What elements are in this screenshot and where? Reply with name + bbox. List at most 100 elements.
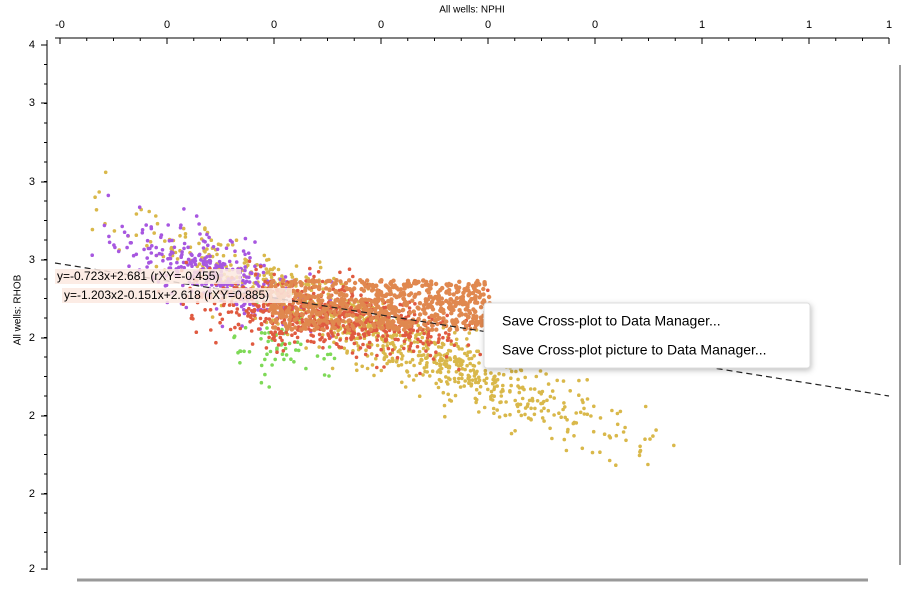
point <box>230 243 235 247</box>
point <box>321 287 325 292</box>
point <box>582 412 587 416</box>
point <box>519 413 524 418</box>
point <box>385 344 390 348</box>
point <box>452 376 457 381</box>
point <box>294 316 300 321</box>
point <box>273 330 278 334</box>
point <box>415 329 420 333</box>
point <box>287 321 292 326</box>
point <box>243 265 247 269</box>
point <box>116 249 121 254</box>
point <box>341 293 346 298</box>
point <box>418 326 423 331</box>
point <box>470 283 476 289</box>
point <box>591 429 596 434</box>
point <box>410 320 416 325</box>
point <box>122 230 127 234</box>
point <box>234 302 239 307</box>
point <box>259 380 264 385</box>
point <box>192 260 196 264</box>
point <box>382 293 387 299</box>
point <box>273 357 278 362</box>
point <box>407 347 412 351</box>
point <box>466 293 471 298</box>
point <box>203 227 207 232</box>
point <box>375 292 381 298</box>
point <box>473 380 478 385</box>
menu-item[interactable]: Save Cross-plot picture to Data Manager.… <box>502 342 767 358</box>
point <box>347 287 353 292</box>
point <box>341 324 346 328</box>
point <box>294 264 299 268</box>
point <box>478 352 483 357</box>
point <box>381 344 385 348</box>
point <box>424 279 429 285</box>
point <box>203 240 207 244</box>
menu-box <box>483 302 811 369</box>
point <box>380 337 384 342</box>
point <box>449 342 454 346</box>
point <box>408 323 413 329</box>
point <box>147 261 151 265</box>
point <box>437 337 441 341</box>
point <box>290 333 294 338</box>
point <box>473 396 478 401</box>
point <box>232 334 237 339</box>
point <box>409 341 414 346</box>
point <box>321 323 325 327</box>
point <box>242 273 246 277</box>
point <box>384 337 389 342</box>
point <box>436 340 441 345</box>
point <box>463 312 468 317</box>
point <box>320 279 325 284</box>
point <box>516 409 521 414</box>
point <box>220 324 225 329</box>
point <box>279 343 284 347</box>
point <box>309 279 314 284</box>
point <box>429 335 433 339</box>
point <box>439 345 444 350</box>
point <box>256 308 260 312</box>
point <box>367 340 372 345</box>
point <box>577 378 581 383</box>
point <box>334 342 339 346</box>
point <box>403 333 408 337</box>
point <box>253 272 258 277</box>
point <box>460 294 466 299</box>
point <box>278 330 282 335</box>
point <box>317 332 322 337</box>
point <box>476 281 481 286</box>
point <box>449 399 454 403</box>
point <box>423 297 428 302</box>
point <box>166 223 170 227</box>
point <box>428 353 433 358</box>
point <box>408 360 412 365</box>
point <box>474 400 478 405</box>
point <box>648 437 652 441</box>
point <box>303 322 309 327</box>
point <box>438 367 443 372</box>
point <box>468 320 473 325</box>
point <box>454 337 459 342</box>
point <box>360 297 365 302</box>
point <box>208 308 213 312</box>
point <box>154 214 158 218</box>
point <box>614 463 618 468</box>
point <box>483 368 488 373</box>
point <box>197 262 202 266</box>
point <box>282 321 288 326</box>
point <box>446 392 451 397</box>
point <box>163 284 168 288</box>
point <box>237 313 241 317</box>
point <box>244 258 249 263</box>
point <box>442 403 447 408</box>
point <box>412 340 417 344</box>
point <box>390 323 395 328</box>
point <box>320 333 325 337</box>
point <box>486 288 490 293</box>
point <box>247 306 251 311</box>
point <box>356 303 361 309</box>
point <box>614 433 619 438</box>
menu-item[interactable]: Save Cross-plot to Data Manager... <box>502 313 721 329</box>
point <box>458 298 464 304</box>
